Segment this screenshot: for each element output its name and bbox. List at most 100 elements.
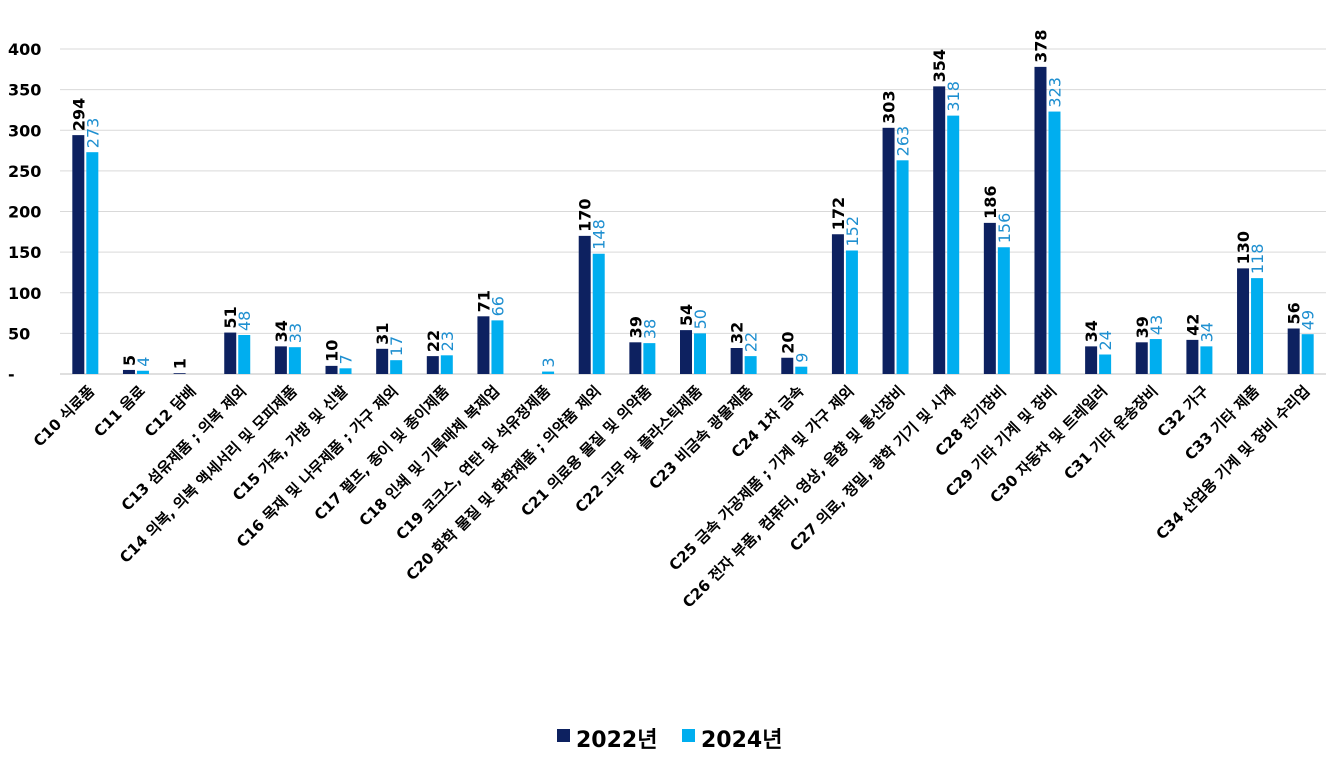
data-label-2022: 39 <box>1133 316 1152 338</box>
data-label-2022: 186 <box>981 185 1000 218</box>
data-label-2022: 71 <box>474 290 493 312</box>
data-label-2024: 118 <box>1248 244 1267 275</box>
bar-2024 <box>795 366 808 374</box>
data-label-2022: 5 <box>120 355 139 366</box>
y-tick-label: 400 <box>8 40 41 59</box>
bar-2022 <box>831 234 844 374</box>
bar-2022 <box>1237 268 1250 374</box>
bar-2022 <box>376 348 389 374</box>
legend-label-2024: 2024년 <box>701 728 782 753</box>
bar-2022 <box>1135 342 1148 374</box>
data-label-2022: 354 <box>930 49 949 82</box>
data-label-2022: 294 <box>69 98 88 131</box>
bar-2022 <box>1186 339 1199 374</box>
data-label-2024: 323 <box>1045 77 1064 108</box>
data-label-2022: 51 <box>221 306 240 328</box>
data-label-2022: 130 <box>1234 231 1253 264</box>
bar-2024 <box>339 368 352 374</box>
bar-2024 <box>1301 334 1314 374</box>
bar-2024 <box>1099 354 1112 374</box>
data-label-2022: 31 <box>373 323 392 345</box>
bar-2022 <box>781 357 794 374</box>
bar-2024 <box>542 371 555 374</box>
data-label-2024: 318 <box>944 81 963 112</box>
bar-2024 <box>1200 346 1213 374</box>
bar-2024 <box>744 356 757 374</box>
bar-2022 <box>1034 66 1047 374</box>
bar-2022 <box>730 348 743 374</box>
bar-2022 <box>680 330 692 374</box>
x-tick-label: C11 음료 <box>90 382 149 441</box>
x-tick-label: C10 식료품 <box>30 382 98 450</box>
y-tick-label: 150 <box>8 243 41 262</box>
data-label-2024: 34 <box>1197 322 1216 342</box>
data-label-2022: 56 <box>1285 302 1304 324</box>
bar-2024 <box>491 320 504 374</box>
data-label-2022: 378 <box>1031 29 1050 62</box>
bar-2024 <box>997 247 1010 374</box>
data-label-2022: 170 <box>576 198 595 231</box>
data-label-2024: 263 <box>894 126 913 157</box>
data-label-2024: 7 <box>337 354 356 364</box>
bar-2022 <box>72 135 85 374</box>
data-label-2024: 33 <box>286 323 305 343</box>
bar-2024 <box>86 152 99 374</box>
bar-2024 <box>238 335 251 374</box>
data-label-2024: 152 <box>843 216 862 247</box>
data-label-2024: 50 <box>691 309 710 329</box>
data-label-2024: 4 <box>134 357 153 367</box>
legend: 2022년 2024년 <box>557 728 782 753</box>
data-label-2024: 66 <box>488 296 507 316</box>
bar-2022 <box>1085 346 1098 374</box>
gridlines <box>60 48 1326 375</box>
data-label-2024: 22 <box>742 332 761 352</box>
bar-2022 <box>173 373 186 374</box>
data-label-2022: 10 <box>323 340 342 362</box>
data-label-2024: 17 <box>387 336 406 356</box>
data-label-2022: 172 <box>829 197 848 230</box>
data-label-2024: 43 <box>1147 315 1166 335</box>
bar-2024 <box>947 115 960 374</box>
data-label-2022: 32 <box>728 322 747 344</box>
y-tick-label: 350 <box>8 81 41 100</box>
data-label-2022: 39 <box>626 316 645 338</box>
bar-2022 <box>882 127 895 374</box>
bar-2022 <box>325 365 338 374</box>
data-label-2022: 1 <box>171 358 190 369</box>
legend-swatch-2022 <box>557 729 570 742</box>
bar-2022 <box>274 346 287 374</box>
y-tick-label: 100 <box>8 284 41 303</box>
bar-2022 <box>122 369 135 374</box>
x-tick-label: C31 기타 운송장비 <box>1060 382 1161 483</box>
bar-2024 <box>643 343 656 374</box>
x-tick-label: C25 금속 가공제품 ; 기계 및 가구 제외 <box>666 382 858 574</box>
bar-2024 <box>288 347 301 374</box>
y-tick-label: 300 <box>8 121 41 140</box>
bar-2022 <box>426 356 439 374</box>
legend-label-2022: 2022년 <box>576 728 657 753</box>
bar-2022 <box>477 316 490 374</box>
data-label-2024: 156 <box>995 213 1014 244</box>
data-label-2024: 48 <box>235 311 254 331</box>
legend-swatch-2024 <box>682 729 695 742</box>
bar-2022 <box>629 342 642 374</box>
bar-2024 <box>694 333 706 374</box>
bar-2022 <box>224 332 237 374</box>
data-label-2024: 23 <box>438 331 457 351</box>
data-label-2022: 20 <box>778 331 797 353</box>
bar-2024 <box>1149 339 1162 374</box>
data-label-2022: 34 <box>272 320 291 342</box>
data-label-2024: 38 <box>640 319 659 339</box>
y-tick-label: 50 <box>8 324 30 343</box>
bar-2024 <box>592 253 605 374</box>
bar-2024 <box>390 360 403 374</box>
data-label-2022: 42 <box>1183 314 1202 336</box>
bar-2022 <box>983 222 996 374</box>
bar-2024 <box>440 355 453 374</box>
bar-2022 <box>578 235 591 374</box>
y-axis: - 50 100 150 200 250 300 350 400 <box>8 40 41 384</box>
y-tick-label: - <box>8 365 15 384</box>
data-label-2024: 9 <box>792 353 811 363</box>
